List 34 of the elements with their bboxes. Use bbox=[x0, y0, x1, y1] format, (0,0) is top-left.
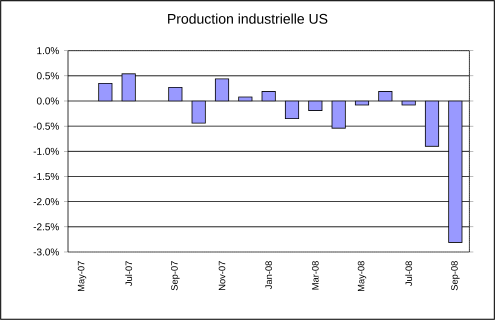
x-tick-label: Sep-08 bbox=[451, 261, 460, 290]
bar bbox=[332, 100, 346, 129]
y-tick-label: -2.0% bbox=[34, 198, 59, 206]
y-tick-label: -2.5% bbox=[34, 223, 59, 230]
x-tick-label: May-08 bbox=[358, 261, 366, 292]
y-tick-label: 1.0% bbox=[37, 47, 59, 54]
y-tick-label: 0.5% bbox=[36, 72, 59, 80]
x-tick-label: Nov-07 bbox=[218, 261, 226, 290]
bar bbox=[262, 91, 276, 102]
bar bbox=[238, 96, 252, 102]
bar bbox=[378, 91, 392, 102]
bar bbox=[168, 87, 182, 102]
bar bbox=[354, 100, 370, 106]
y-tick-label: -0.5% bbox=[34, 122, 59, 130]
y-tick-label: -3.0% bbox=[34, 248, 59, 256]
y-tick-label: 0.0% bbox=[36, 97, 59, 105]
bar bbox=[284, 100, 300, 120]
y-tick-label: -1.5% bbox=[34, 172, 59, 180]
bar bbox=[424, 100, 440, 147]
bar bbox=[122, 73, 136, 102]
x-tick-label: Mar-08 bbox=[312, 261, 319, 290]
bar bbox=[402, 100, 416, 106]
x-tick-label: Jul-07 bbox=[125, 261, 132, 286]
x-tick-label: Jul-08 bbox=[405, 261, 412, 286]
y-tick-label: -1.0% bbox=[34, 148, 59, 155]
x-tick-label: Jan-08 bbox=[265, 261, 272, 290]
bar bbox=[308, 100, 322, 111]
x-tick-label: May-07 bbox=[78, 261, 86, 292]
chart-title: Production industrielle US bbox=[168, 14, 328, 24]
bar bbox=[214, 78, 230, 102]
bar bbox=[192, 100, 206, 124]
x-tick-label: Sep-07 bbox=[171, 261, 180, 290]
bar bbox=[448, 100, 462, 243]
bar bbox=[98, 82, 112, 102]
